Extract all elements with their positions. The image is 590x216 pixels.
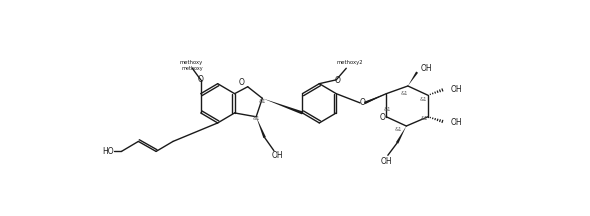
Polygon shape [396, 126, 407, 144]
Text: &1: &1 [253, 116, 260, 121]
Polygon shape [263, 98, 303, 114]
Text: &1: &1 [401, 91, 408, 96]
Text: &1: &1 [395, 127, 402, 132]
Text: HO: HO [101, 147, 113, 156]
Polygon shape [408, 71, 418, 86]
Text: O: O [359, 98, 365, 107]
Text: O: O [379, 113, 385, 122]
Text: O: O [198, 75, 204, 84]
Polygon shape [364, 94, 386, 104]
Text: methoxy: methoxy [179, 60, 202, 65]
Text: O: O [335, 76, 341, 85]
Polygon shape [256, 117, 266, 138]
Text: OH: OH [450, 118, 462, 127]
Text: O: O [238, 78, 244, 87]
Text: &1: &1 [384, 106, 392, 112]
Text: OH: OH [450, 84, 462, 94]
Text: OH: OH [381, 157, 392, 166]
Text: OH: OH [272, 151, 284, 160]
Text: &1: &1 [419, 97, 427, 102]
Text: &1: &1 [421, 116, 428, 121]
Text: methoxy: methoxy [182, 66, 203, 71]
Text: OH: OH [421, 64, 432, 73]
Text: &1: &1 [258, 99, 266, 104]
Text: methoxy2: methoxy2 [336, 60, 363, 65]
